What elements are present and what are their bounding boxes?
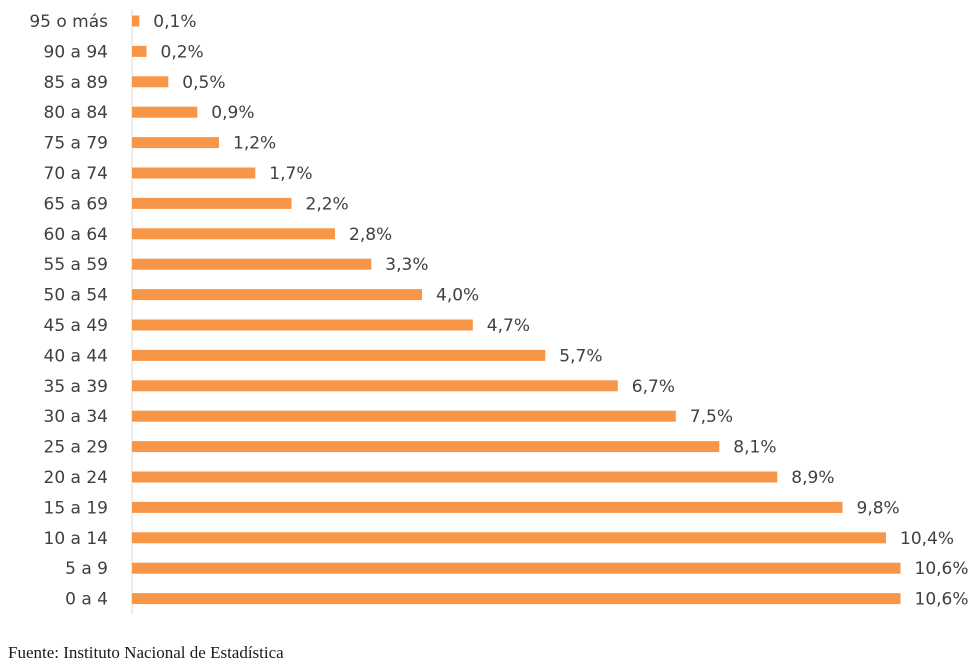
value-label: 10,6%	[915, 559, 969, 579]
population-bar-chart: 95 o más 90 a 94 85 a 89 80 a 84 75 a 79 70 a…	[29, 10, 969, 614]
value-label: 4,7%	[487, 316, 530, 336]
category-label: 45 a 49	[44, 316, 109, 336]
bar	[132, 45, 147, 57]
category-label: 85 a 89	[44, 73, 109, 93]
bar	[132, 380, 618, 392]
bar	[132, 137, 219, 149]
category-label: 65 a 69	[44, 194, 109, 214]
value-label: 5,7%	[559, 346, 602, 366]
category-label: 60 a 64	[44, 225, 109, 245]
bar	[132, 349, 546, 361]
value-label: 4,0%	[436, 286, 479, 306]
value-label: 1,7%	[269, 164, 312, 184]
category-label: 25 a 29	[44, 438, 109, 458]
bar	[132, 106, 198, 118]
category-label: 20 a 24	[44, 468, 109, 488]
category-label: 30 a 34	[44, 407, 109, 427]
value-label: 9,8%	[857, 498, 900, 518]
category-label: 55 a 59	[44, 255, 109, 275]
value-label: 2,8%	[349, 225, 392, 245]
value-label: 0,2%	[161, 42, 204, 62]
bar	[132, 441, 720, 453]
bar	[132, 562, 901, 574]
value-label: 2,2%	[306, 194, 349, 214]
value-label: 7,5%	[690, 407, 733, 427]
category-label: 80 a 84	[44, 103, 109, 123]
bar	[132, 319, 473, 331]
category-label: 90 a 94	[44, 42, 109, 62]
value-label: 8,9%	[791, 468, 834, 488]
category-label: 0 a 4	[65, 590, 108, 610]
category-label: 50 a 54	[44, 286, 109, 306]
bar	[132, 228, 335, 240]
bar	[132, 76, 169, 88]
value-label: 10,6%	[915, 590, 969, 610]
value-label: 0,5%	[182, 73, 225, 93]
category-label: 75 a 79	[44, 134, 109, 154]
value-label: 1,2%	[233, 134, 276, 154]
category-label: 35 a 39	[44, 377, 109, 397]
bar	[132, 471, 778, 483]
value-label: 8,1%	[733, 438, 776, 458]
category-label: 70 a 74	[44, 164, 109, 184]
bar	[132, 197, 292, 209]
bar	[132, 15, 140, 27]
bar	[132, 258, 372, 270]
bar	[132, 532, 886, 544]
value-label: 3,3%	[385, 255, 428, 275]
bar	[132, 501, 843, 513]
value-label: 6,7%	[632, 377, 675, 397]
bar	[132, 167, 256, 179]
value-label: 0,9%	[211, 103, 254, 123]
category-label: 5 a 9	[65, 559, 108, 579]
source-note: Fuente: Instituto Nacional de Estadístic…	[8, 643, 284, 662]
bar	[132, 289, 422, 301]
category-label: 95 o más	[29, 12, 108, 32]
value-label: 10,4%	[900, 529, 954, 549]
bar	[132, 410, 676, 422]
category-label: 40 a 44	[44, 346, 109, 366]
category-label: 10 a 14	[44, 529, 109, 549]
category-label: 15 a 19	[44, 498, 109, 518]
value-label: 0,1%	[153, 12, 196, 32]
bar	[132, 593, 901, 605]
